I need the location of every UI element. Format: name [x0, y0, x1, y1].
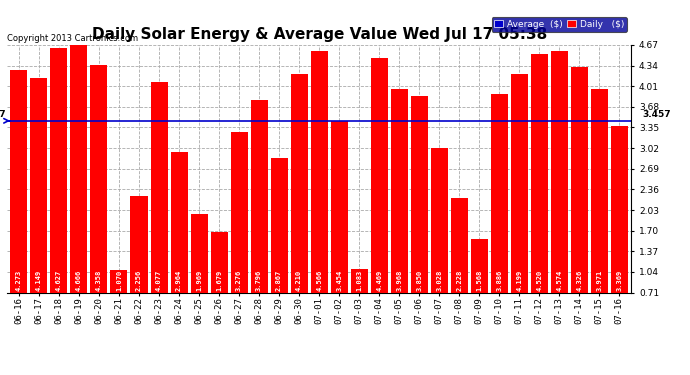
Text: 3.457: 3.457: [0, 110, 6, 119]
Text: 2.867: 2.867: [276, 270, 282, 291]
Bar: [10, 70, 28, 292]
Text: 4.199: 4.199: [516, 270, 522, 291]
Bar: [130, 196, 148, 292]
Legend: Average  ($), Daily   ($): Average ($), Daily ($): [491, 17, 627, 32]
Text: 1.679: 1.679: [216, 270, 222, 291]
Text: 4.520: 4.520: [536, 270, 542, 291]
Text: 3.971: 3.971: [596, 270, 602, 291]
Bar: [170, 152, 188, 292]
Bar: [571, 66, 588, 292]
Text: 4.077: 4.077: [156, 270, 162, 291]
Text: Copyright 2013 Cartronics.com: Copyright 2013 Cartronics.com: [7, 33, 138, 42]
Bar: [190, 214, 208, 292]
Text: 4.326: 4.326: [576, 270, 582, 291]
Text: 1.568: 1.568: [476, 270, 482, 291]
Text: 4.574: 4.574: [556, 270, 562, 291]
Text: 4.358: 4.358: [96, 270, 102, 291]
Text: 2.964: 2.964: [176, 270, 182, 291]
Bar: [611, 126, 628, 292]
Bar: [70, 45, 88, 292]
Text: 3.369: 3.369: [616, 270, 622, 291]
Text: 3.028: 3.028: [436, 270, 442, 291]
Text: 4.210: 4.210: [296, 270, 302, 291]
Text: 3.457: 3.457: [642, 110, 671, 119]
Bar: [411, 96, 428, 292]
Bar: [230, 132, 248, 292]
Text: 2.256: 2.256: [136, 270, 142, 291]
Text: 3.796: 3.796: [256, 270, 262, 291]
Bar: [431, 148, 448, 292]
Text: 3.276: 3.276: [236, 270, 242, 291]
Bar: [90, 64, 108, 292]
Bar: [110, 270, 128, 292]
Bar: [331, 121, 348, 292]
Text: 1.070: 1.070: [116, 270, 122, 291]
Text: 3.454: 3.454: [336, 270, 342, 291]
Text: 3.968: 3.968: [396, 270, 402, 291]
Bar: [531, 54, 548, 292]
Text: 4.469: 4.469: [376, 270, 382, 291]
Bar: [310, 51, 328, 292]
Text: 4.566: 4.566: [316, 270, 322, 291]
Text: 4.149: 4.149: [36, 270, 42, 291]
Bar: [270, 158, 288, 292]
Bar: [391, 89, 408, 292]
Text: 1.969: 1.969: [196, 270, 202, 291]
Bar: [250, 100, 268, 292]
Bar: [551, 51, 568, 292]
Text: 4.627: 4.627: [56, 270, 62, 291]
Bar: [511, 74, 528, 292]
Text: 3.886: 3.886: [496, 270, 502, 291]
Text: 4.273: 4.273: [16, 270, 22, 291]
Bar: [290, 74, 308, 292]
Bar: [150, 82, 168, 292]
Text: 2.228: 2.228: [456, 270, 462, 291]
Text: 1.083: 1.083: [356, 270, 362, 291]
Bar: [591, 89, 608, 292]
Bar: [491, 94, 508, 292]
Bar: [451, 198, 468, 292]
Text: 3.850: 3.850: [416, 270, 422, 291]
Bar: [351, 269, 368, 292]
Bar: [471, 239, 488, 292]
Bar: [50, 48, 68, 292]
Title: Daily Solar Energy & Average Value Wed Jul 17 05:38: Daily Solar Energy & Average Value Wed J…: [92, 27, 546, 42]
Bar: [371, 57, 388, 292]
Bar: [210, 232, 228, 292]
Text: 4.666: 4.666: [76, 270, 82, 291]
Bar: [30, 78, 48, 292]
